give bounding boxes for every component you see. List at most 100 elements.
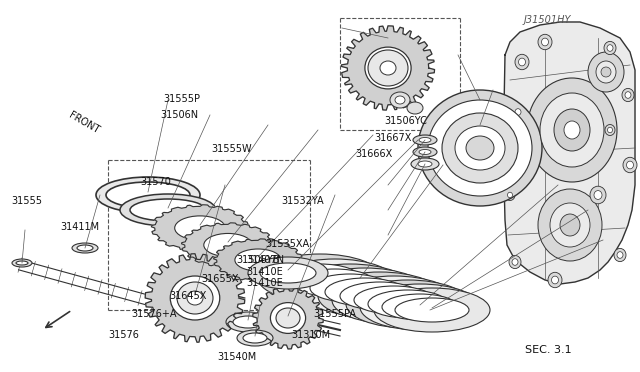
Ellipse shape (627, 161, 634, 169)
Ellipse shape (419, 150, 431, 154)
Ellipse shape (418, 90, 542, 206)
Text: 31655X: 31655X (202, 274, 239, 284)
Ellipse shape (365, 47, 411, 89)
Text: 31506YC: 31506YC (384, 116, 427, 126)
Ellipse shape (72, 243, 98, 253)
Text: 31540M: 31540M (218, 352, 257, 362)
Ellipse shape (512, 259, 518, 265)
Ellipse shape (548, 272, 562, 288)
Ellipse shape (588, 52, 624, 92)
Polygon shape (182, 223, 275, 267)
Ellipse shape (273, 259, 397, 307)
Ellipse shape (235, 249, 281, 271)
Polygon shape (152, 205, 248, 251)
Ellipse shape (594, 190, 602, 199)
Ellipse shape (505, 189, 515, 201)
Ellipse shape (276, 308, 300, 328)
Ellipse shape (623, 157, 637, 173)
Ellipse shape (270, 302, 306, 333)
Text: FRONT: FRONT (67, 110, 101, 135)
Ellipse shape (368, 290, 448, 318)
Ellipse shape (413, 147, 437, 157)
Ellipse shape (560, 214, 580, 236)
Ellipse shape (340, 282, 420, 310)
Ellipse shape (515, 54, 529, 70)
Ellipse shape (607, 127, 612, 133)
Ellipse shape (106, 182, 190, 208)
Ellipse shape (303, 268, 427, 316)
Ellipse shape (552, 276, 559, 284)
Text: 31506YB: 31506YB (237, 256, 280, 265)
Polygon shape (145, 254, 245, 342)
Ellipse shape (77, 245, 93, 251)
Ellipse shape (310, 274, 390, 302)
Ellipse shape (318, 272, 442, 320)
Ellipse shape (550, 203, 590, 247)
Text: 31555P: 31555P (163, 94, 200, 103)
Ellipse shape (442, 113, 518, 183)
Ellipse shape (120, 194, 216, 226)
Ellipse shape (466, 136, 494, 160)
Ellipse shape (280, 264, 360, 292)
Ellipse shape (130, 199, 206, 221)
Ellipse shape (614, 248, 626, 262)
Ellipse shape (332, 276, 456, 324)
Ellipse shape (455, 126, 505, 170)
Text: 31576+A: 31576+A (131, 310, 177, 319)
Ellipse shape (538, 34, 552, 50)
Ellipse shape (604, 41, 616, 55)
Text: 31555W: 31555W (211, 144, 252, 154)
Ellipse shape (390, 92, 410, 108)
Ellipse shape (601, 67, 611, 77)
Ellipse shape (12, 259, 32, 267)
Ellipse shape (512, 105, 524, 119)
Ellipse shape (382, 294, 458, 320)
Text: 31407N: 31407N (246, 256, 285, 265)
Text: 31532YA: 31532YA (282, 196, 324, 206)
Ellipse shape (596, 61, 616, 83)
Ellipse shape (233, 316, 263, 328)
Text: 31576: 31576 (109, 330, 140, 340)
Text: 31555: 31555 (12, 196, 42, 206)
Ellipse shape (295, 269, 375, 297)
Ellipse shape (554, 109, 590, 151)
Text: 31506N: 31506N (160, 110, 198, 120)
Ellipse shape (607, 45, 613, 51)
Ellipse shape (288, 264, 412, 312)
Text: J31501HY: J31501HY (524, 16, 571, 25)
Text: 31411M: 31411M (61, 222, 100, 232)
Ellipse shape (418, 161, 432, 167)
Text: SEC. 3.1: SEC. 3.1 (525, 345, 572, 355)
Ellipse shape (411, 158, 439, 170)
Ellipse shape (360, 284, 480, 330)
Ellipse shape (622, 89, 634, 102)
Text: 31535XA: 31535XA (266, 239, 310, 248)
Ellipse shape (407, 102, 423, 114)
Ellipse shape (204, 234, 252, 257)
Ellipse shape (374, 288, 490, 332)
Ellipse shape (518, 58, 525, 66)
Ellipse shape (541, 38, 548, 46)
Ellipse shape (368, 50, 408, 86)
Ellipse shape (177, 282, 213, 314)
Ellipse shape (395, 96, 405, 104)
Ellipse shape (527, 78, 617, 182)
Ellipse shape (538, 189, 602, 261)
Ellipse shape (605, 125, 615, 135)
Text: 31555PA: 31555PA (314, 310, 356, 319)
Text: 31570: 31570 (141, 177, 172, 187)
Ellipse shape (540, 93, 604, 167)
Polygon shape (342, 26, 435, 110)
Ellipse shape (170, 276, 220, 320)
Ellipse shape (564, 121, 580, 139)
Ellipse shape (515, 109, 521, 115)
Ellipse shape (590, 186, 606, 204)
Text: 31310M: 31310M (291, 330, 330, 340)
Ellipse shape (248, 257, 328, 289)
Polygon shape (504, 22, 635, 284)
Ellipse shape (617, 252, 623, 258)
Ellipse shape (226, 312, 270, 332)
Ellipse shape (237, 330, 273, 346)
Ellipse shape (395, 298, 469, 322)
Ellipse shape (419, 138, 431, 142)
